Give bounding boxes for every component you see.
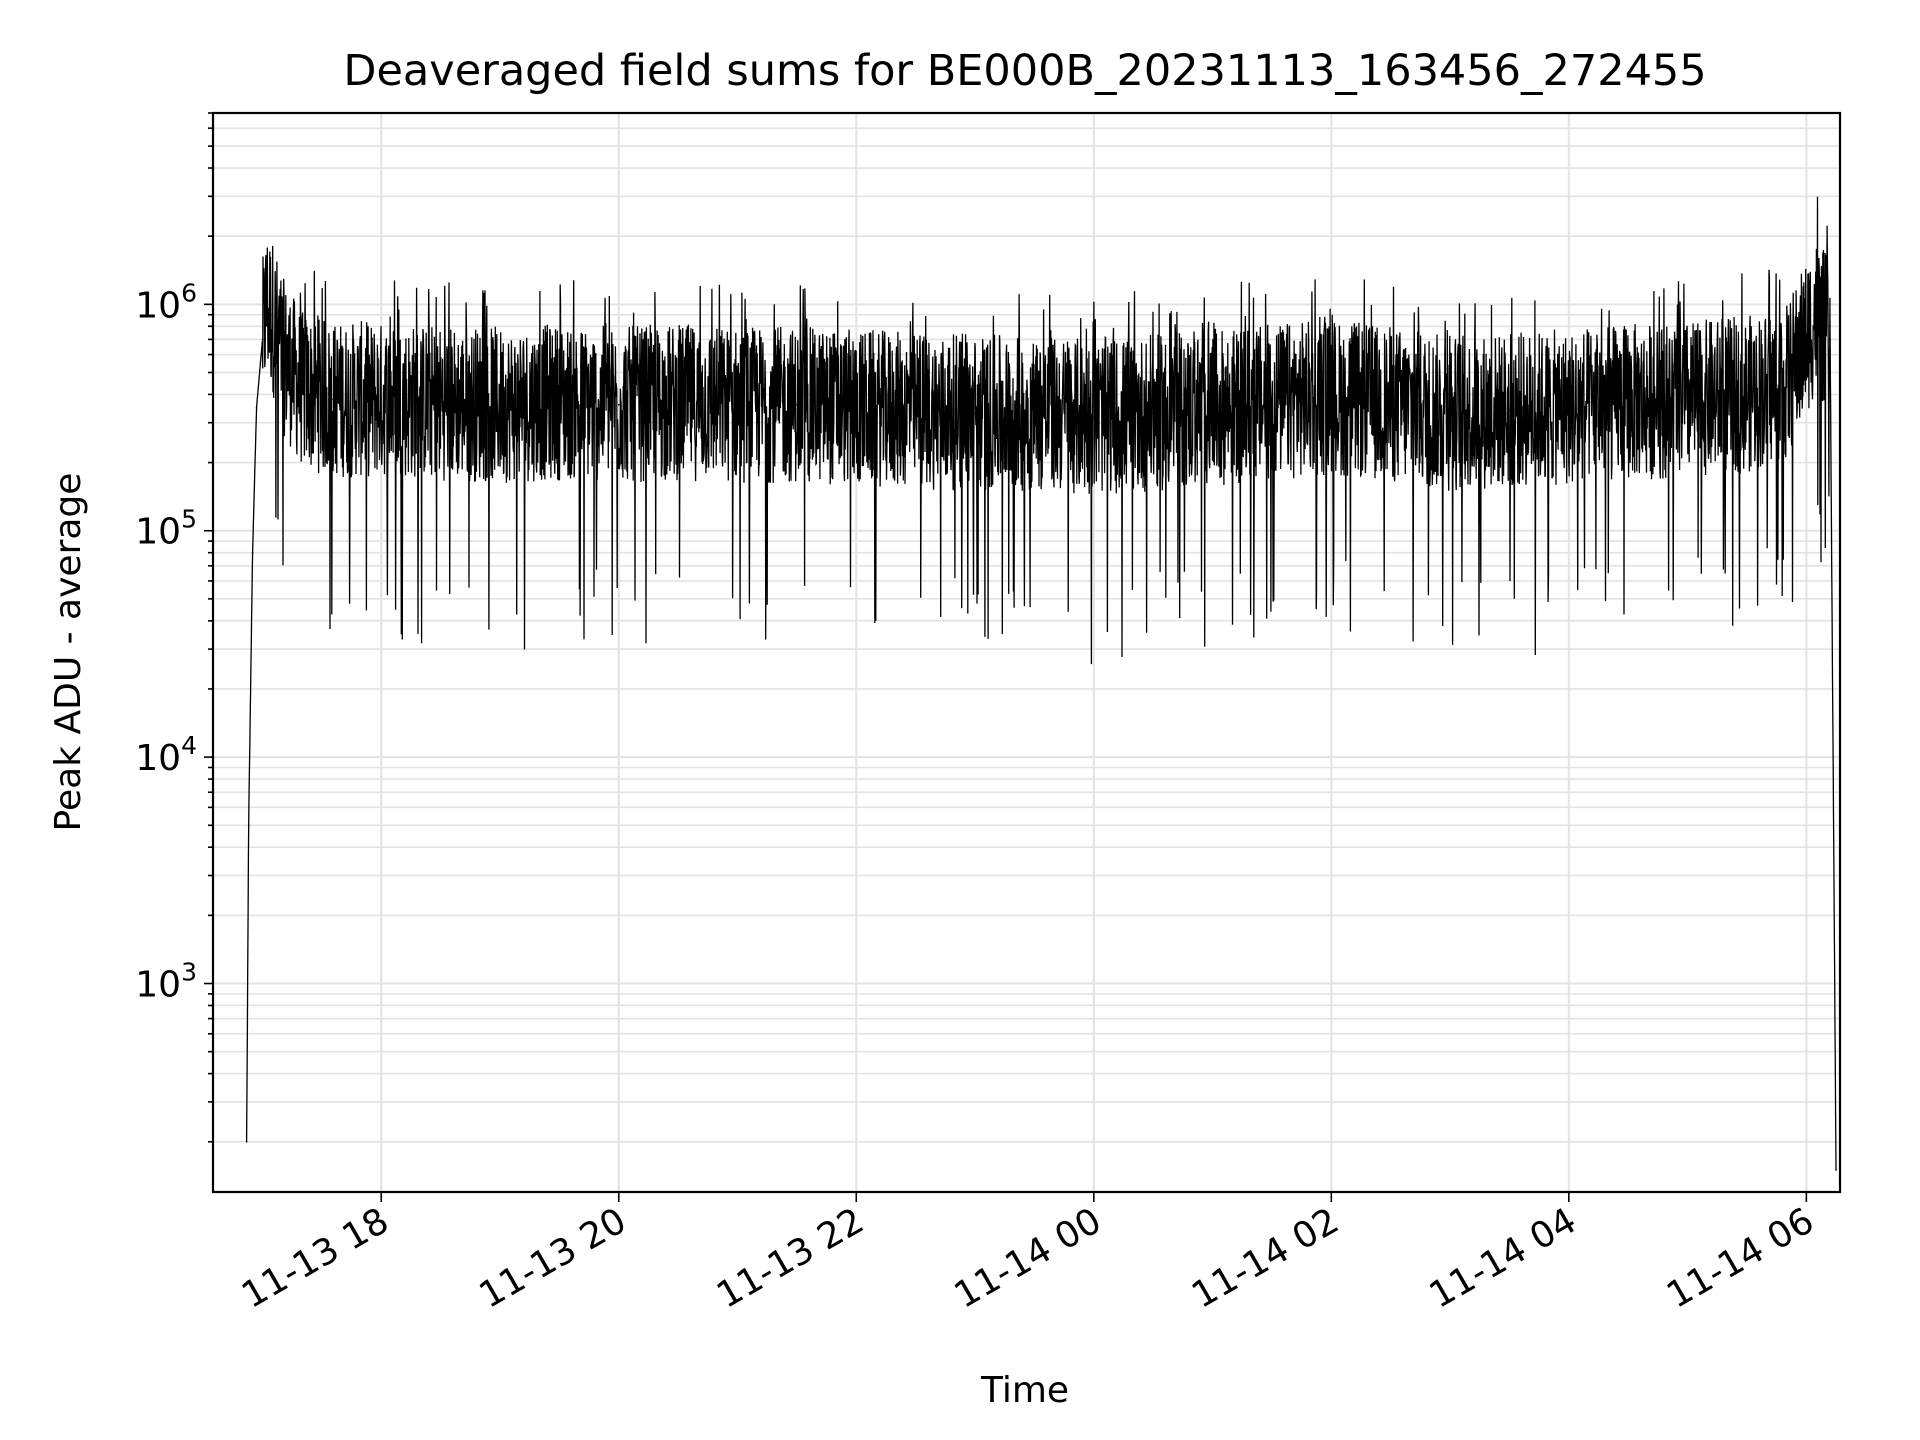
data-layer (245, 196, 1837, 1171)
data-point (330, 398, 333, 401)
data-point (1330, 396, 1333, 398)
data-point (1092, 415, 1095, 418)
y-tick-label: 103 (135, 958, 197, 1006)
data-point (261, 338, 264, 341)
data-point (1829, 338, 1831, 341)
data-point (1815, 313, 1818, 316)
plot-frame (211, 111, 1842, 1194)
data-point (245, 1140, 248, 1143)
y-tick-label: 105 (135, 505, 197, 553)
y-tick-label: 106 (135, 278, 197, 326)
data-point (1568, 406, 1570, 409)
data-point (1835, 1169, 1837, 1171)
data-point (677, 401, 679, 403)
data-point (301, 388, 303, 391)
data-point (1508, 409, 1511, 412)
data-point (1785, 382, 1788, 384)
data-point (1033, 412, 1036, 415)
data-point (914, 409, 917, 412)
chart-title: Deaveraged field sums for BE000B_2023111… (343, 46, 1706, 96)
data-point (1152, 412, 1154, 415)
y-axis-ticks: 103 104 105 106 (135, 112, 213, 1143)
data-point (271, 313, 274, 316)
data-point (247, 824, 250, 827)
y-tick-label: 104 (135, 731, 197, 779)
data-point (255, 406, 258, 409)
grid (213, 112, 1840, 1192)
data-point (1389, 403, 1392, 406)
data-point (855, 406, 858, 409)
data-point (439, 401, 442, 403)
x-axis-label: Time (980, 1370, 1069, 1411)
data-point (617, 403, 620, 406)
data-point (1449, 412, 1451, 415)
data-point (796, 403, 798, 406)
y-axis-label: Peak ADU - average (48, 473, 89, 832)
data-point (1211, 406, 1214, 409)
data-point (1746, 393, 1748, 396)
series-line (245, 196, 1837, 1171)
data-point (265, 303, 268, 306)
data-point (974, 412, 976, 415)
data-point (558, 401, 561, 403)
data-point (380, 398, 383, 401)
data-point (281, 353, 284, 356)
data-point (1271, 401, 1273, 403)
data-point (251, 551, 254, 554)
data-point (736, 403, 739, 406)
data-point (1627, 401, 1630, 403)
data-point (499, 403, 501, 406)
data-point (1686, 398, 1689, 401)
